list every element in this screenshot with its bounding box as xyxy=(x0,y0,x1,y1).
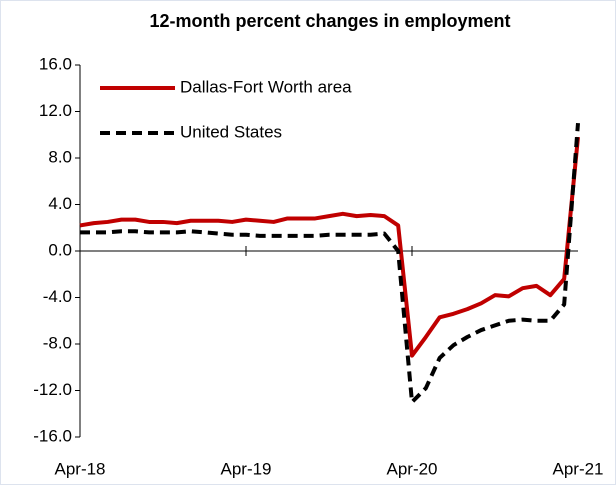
x-tick-label: Apr-18 xyxy=(54,459,105,478)
legend-label: Dallas-Fort Worth area xyxy=(180,77,352,96)
chart-title: 12-month percent changes in employment xyxy=(149,11,510,31)
y-tick-label: 16.0 xyxy=(39,54,72,73)
y-tick-label: 0.0 xyxy=(48,240,72,259)
y-tick-label: 4.0 xyxy=(48,194,72,213)
y-tick-label: -8.0 xyxy=(43,333,72,352)
series-line xyxy=(80,122,580,405)
y-tick-label: -4.0 xyxy=(43,287,72,306)
y-tick-label: -16.0 xyxy=(33,426,72,445)
y-tick-label: 8.0 xyxy=(48,147,72,166)
y-tick-label: 12.0 xyxy=(39,101,72,120)
series-line xyxy=(79,136,580,358)
y-tick-label: -12.0 xyxy=(33,380,72,399)
legend-label: United States xyxy=(180,122,282,141)
x-tick-label: Apr-20 xyxy=(386,459,437,478)
x-tick-label: Apr-21 xyxy=(552,459,603,478)
x-tick-label: Apr-19 xyxy=(220,459,271,478)
